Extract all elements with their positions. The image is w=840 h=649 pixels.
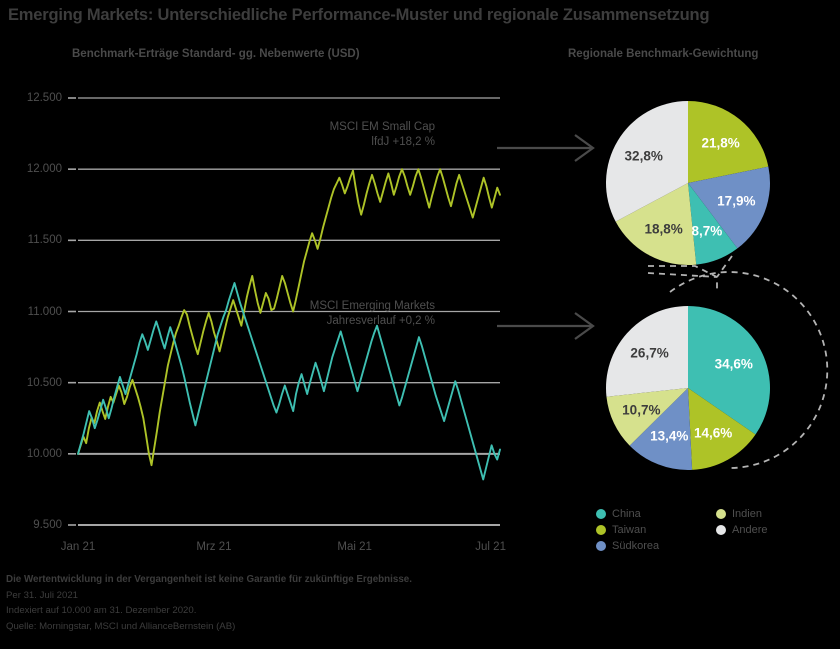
pie-legend: China Taiwan Südkorea Indien Andere (596, 508, 840, 562)
series-line (77, 168, 501, 467)
pie-slice-label: 26,7% (630, 345, 669, 361)
pie-slice (606, 101, 688, 222)
legend-item: China (596, 508, 641, 520)
y-axis-label: 11.500 (27, 234, 62, 247)
y-axis-label: 11.000 (27, 305, 62, 318)
explosion-connector (647, 255, 829, 469)
pie-slice-label: 34,6% (714, 356, 753, 372)
pie-slice (606, 388, 688, 446)
pie-chart-subtitle: Regionale Benchmark-Gewichtung (568, 48, 759, 60)
pie-slice-label: 17,9% (717, 193, 756, 209)
pie-slice-label: 14,6% (694, 425, 733, 441)
footnote-disclaimer: Die Wertentwicklung in der Vergangenheit… (6, 574, 412, 585)
legend-item-label: Südkorea (612, 540, 660, 552)
legend-color-dot-icon (716, 525, 726, 535)
y-axis-label: 10.000 (26, 447, 62, 460)
legend-item: Südkorea (596, 540, 659, 552)
annotation-small-cap-line2: lfdJ +18,2 % (371, 136, 435, 148)
x-axis-label: Mai 21 (337, 541, 372, 553)
pie-slice (688, 183, 738, 265)
pie-slice-label: 10,7% (622, 402, 661, 418)
pie-slice (688, 388, 756, 470)
pie-slice-label: 8,7% (691, 223, 723, 239)
footnote-date: Per 31. Juli 2021 (6, 589, 78, 601)
x-axis-label: Jul 21 (475, 541, 506, 553)
y-axis-label: 12.000 (26, 163, 62, 176)
x-axis-label: Jan 21 (60, 541, 96, 553)
legend-item-label: Andere (732, 524, 768, 536)
x-axis-label: Mrz 21 (196, 541, 232, 553)
pie-slice-label: 32,8% (624, 148, 663, 164)
legend-item-label: Indien (732, 508, 762, 520)
pie-slice-label: 21,8% (701, 135, 740, 151)
pie-slice (688, 166, 770, 249)
footnote-indexed: Indexiert auf 10.000 am 31. Dezember 202… (6, 605, 197, 616)
y-axis-label: 12.500 (26, 92, 62, 104)
legend-item: Indien (716, 508, 762, 520)
y-axis-label: 9.500 (33, 519, 62, 531)
legend-item-label: China (612, 508, 641, 520)
annotation-small-cap: MSCI EM Small Cap lfdJ +18,2 % (260, 120, 435, 150)
legend-color-dot-icon (596, 541, 606, 551)
arrow-small-cap (497, 134, 595, 162)
series-line (77, 282, 501, 481)
legend-color-dot-icon (596, 525, 606, 535)
pie-slice (688, 306, 770, 435)
pie-slice-label: 13,4% (650, 428, 689, 444)
line-chart-svg (68, 97, 501, 526)
annotation-small-cap-line1: MSCI EM Small Cap (329, 121, 435, 133)
legend-item: Taiwan (596, 524, 646, 536)
annotation-em-line1: MSCI Emerging Markets (309, 300, 435, 312)
page-title: Emerging Markets: Unterschiedliche Perfo… (8, 6, 710, 24)
footnotes: Die Wertentwicklung in der Vergangenheit… (6, 572, 606, 634)
legend-item: Andere (716, 524, 767, 536)
line-chart-subtitle: Benchmark-Erträge Standard- gg. Nebenwer… (72, 48, 360, 60)
pie-slice (606, 306, 688, 397)
pie-charts: 21,8% 17,9% 8,7% 18,8% 32,8% 34,6% 14,6% 13,4% 1… (560, 70, 840, 510)
legend-color-dot-icon (716, 509, 726, 519)
annotation-em-line2: Jahresverlauf +0,2 % (326, 315, 435, 327)
legend-color-dot-icon (596, 509, 606, 519)
line-chart: 9.500 10.000 10.500 11.000 11.500 12.000 12.50… (0, 80, 540, 560)
pie-slice (688, 101, 769, 183)
footnote-source: Quelle: Morningstar, MSCI und AllianceBe… (6, 620, 236, 632)
y-axis-label: 10.500 (26, 376, 62, 389)
pie-slice-label: 18,8% (644, 221, 683, 237)
pie-slice (629, 388, 693, 470)
legend-item-label: Taiwan (612, 524, 647, 536)
annotation-emerging-markets: MSCI Emerging Markets Jahresverlauf +0,2… (260, 299, 435, 329)
pie-charts-svg (606, 101, 829, 470)
pie-slice (615, 183, 697, 265)
arrow-emerging-markets (497, 312, 595, 340)
